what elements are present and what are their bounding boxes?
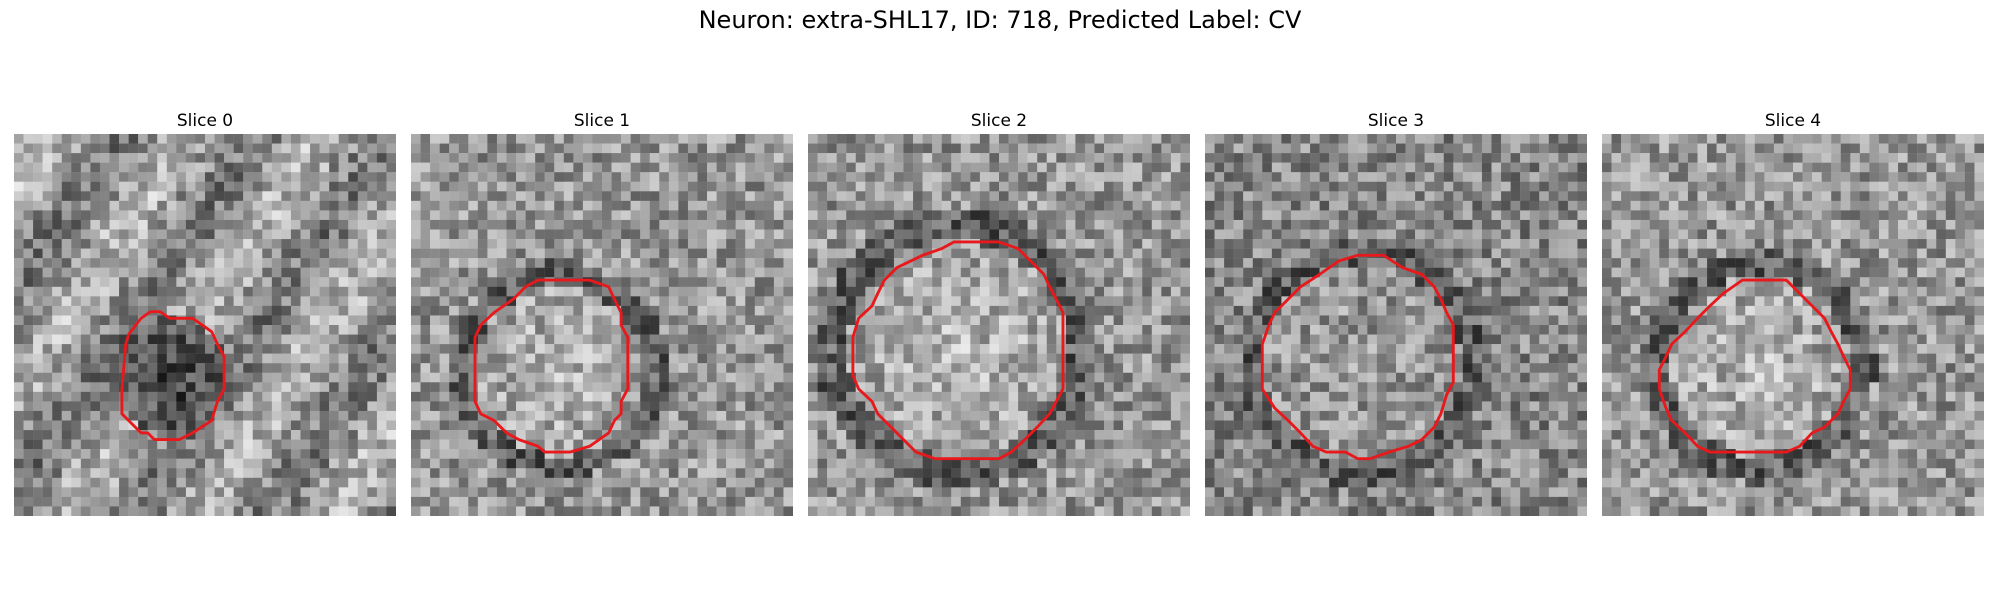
segmentation-outline bbox=[851, 240, 1065, 461]
slice-title: Slice 2 bbox=[970, 111, 1028, 131]
slice-panel-2: Slice 2 bbox=[808, 108, 1190, 516]
slice-image-1 bbox=[411, 134, 793, 516]
segmentation-outline bbox=[1260, 253, 1455, 461]
slice-panel-3: Slice 3 bbox=[1205, 108, 1587, 516]
slice-image-0 bbox=[14, 134, 396, 516]
pixel-grid bbox=[808, 134, 1190, 516]
slice-title: Slice 4 bbox=[1764, 111, 1822, 131]
slice-image-2 bbox=[808, 134, 1190, 516]
segmentation-outline bbox=[473, 278, 630, 454]
pixel-grid bbox=[1602, 134, 1984, 516]
slice-panel-1: Slice 1 bbox=[411, 108, 793, 516]
slice-panel-0: Slice 0 bbox=[14, 108, 396, 516]
slice-image-3 bbox=[1205, 134, 1587, 516]
slice-title: Slice 3 bbox=[1367, 111, 1425, 131]
pixel-grid bbox=[14, 134, 396, 516]
slice-title: Slice 1 bbox=[573, 111, 631, 131]
slice-panel-4: Slice 4 bbox=[1602, 108, 1984, 516]
slice-title: Slice 0 bbox=[176, 111, 234, 131]
pixel-grid bbox=[411, 134, 793, 516]
segmentation-outline bbox=[120, 310, 226, 442]
slice-image-4 bbox=[1602, 134, 1984, 516]
pixel-grid bbox=[1205, 134, 1587, 516]
segmentation-outline bbox=[1657, 278, 1852, 454]
figure-title: Neuron: extra-SHL17, ID: 718, Predicted … bbox=[698, 6, 1302, 34]
